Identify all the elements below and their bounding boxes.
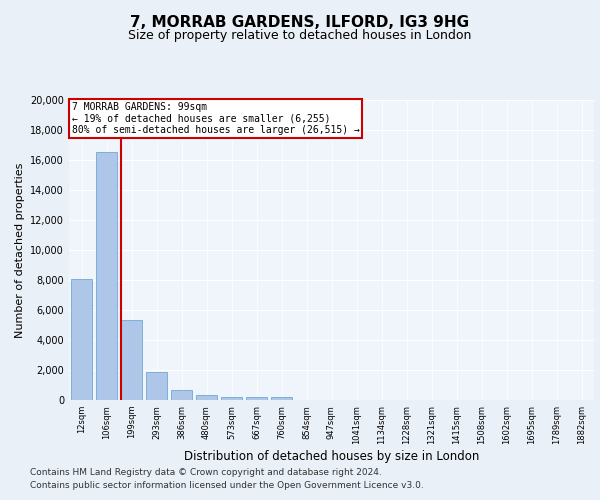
Bar (271, 397, 292, 400)
Bar (246, 396, 267, 400)
Text: Contains HM Land Registry data © Crown copyright and database right 2024.: Contains HM Land Registry data © Crown c… (30, 468, 382, 477)
Bar (96, 152, 117, 400)
Bar (146, 372, 167, 400)
Text: Contains public sector information licensed under the Open Government Licence v3: Contains public sector information licen… (30, 480, 424, 490)
Text: 7 MORRAB GARDENS: 99sqm
← 19% of detached houses are smaller (6,255)
80% of semi: 7 MORRAB GARDENS: 99sqm ← 19% of detache… (71, 102, 359, 134)
Bar (121, 320, 142, 400)
Text: 7, MORRAB GARDENS, ILFORD, IG3 9HG: 7, MORRAB GARDENS, ILFORD, IG3 9HG (130, 15, 470, 30)
Text: Size of property relative to detached houses in London: Size of property relative to detached ho… (128, 28, 472, 42)
Bar (171, 390, 192, 400)
Bar (196, 395, 217, 400)
Bar (221, 396, 242, 400)
X-axis label: Distribution of detached houses by size in London: Distribution of detached houses by size … (184, 450, 479, 462)
Y-axis label: Number of detached properties: Number of detached properties (15, 162, 25, 338)
Bar (71, 279, 92, 400)
